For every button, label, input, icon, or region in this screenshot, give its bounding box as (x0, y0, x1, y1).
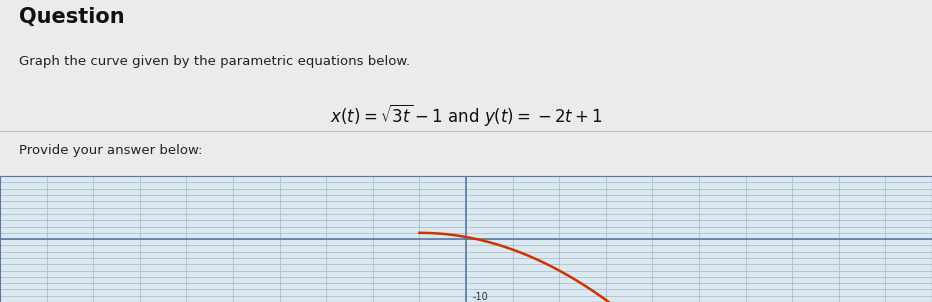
Text: $x(t) = \sqrt{3t} - 1\ \mathrm{and}\ y(t) = -2t + 1$: $x(t) = \sqrt{3t} - 1\ \mathrm{and}\ y(t… (330, 102, 602, 128)
Text: -10: -10 (473, 292, 488, 302)
Text: Question: Question (19, 7, 124, 27)
Text: Graph the curve given by the parametric equations below.: Graph the curve given by the parametric … (19, 55, 410, 68)
Text: Provide your answer below:: Provide your answer below: (19, 143, 202, 156)
